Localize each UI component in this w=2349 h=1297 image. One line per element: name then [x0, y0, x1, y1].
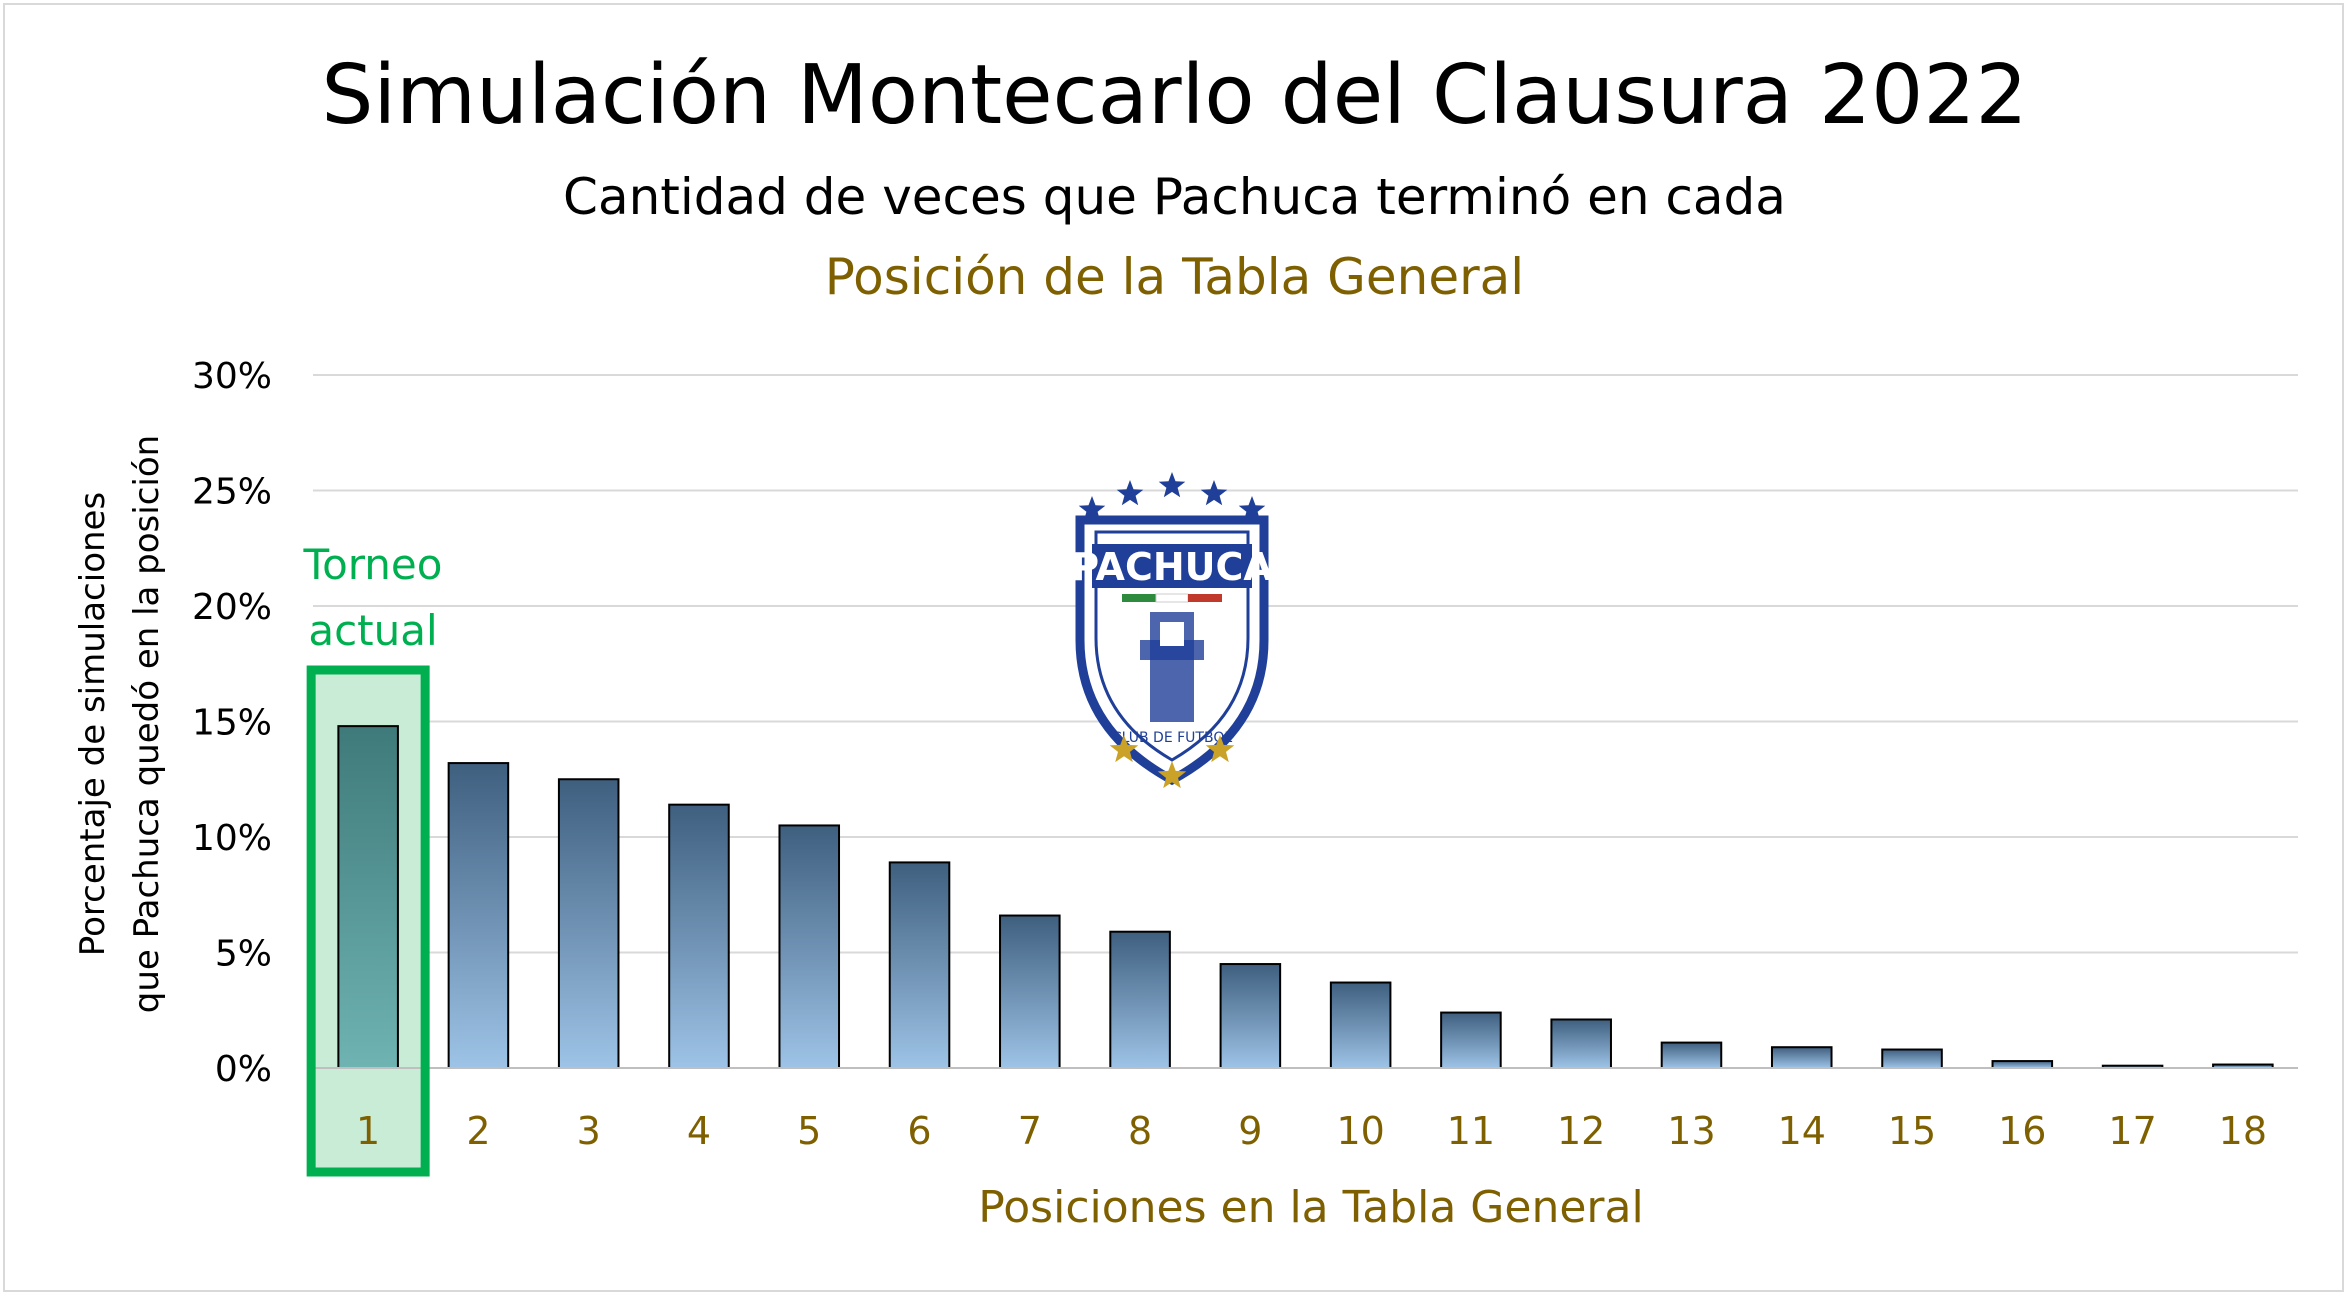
y-tick-label: 25%	[192, 472, 272, 513]
bar-12	[1550, 1018, 1612, 1069]
x-tick-label: 4	[687, 1109, 711, 1153]
x-tick-label: 12	[1557, 1109, 1605, 1153]
x-tick-label: 7	[1018, 1109, 1042, 1153]
x-tick-label: 1	[356, 1109, 380, 1153]
star-icon	[1205, 735, 1235, 763]
bar-2	[447, 762, 510, 1070]
star-icon	[1078, 496, 1106, 522]
star-icon	[1078, 472, 1266, 522]
x-tick-label: 9	[1238, 1109, 1262, 1153]
bar-11	[1440, 1011, 1502, 1069]
bar-4	[668, 803, 730, 1069]
y-tick-label: 15%	[192, 703, 272, 744]
star-icon	[1116, 480, 1144, 506]
star-icon	[1157, 761, 1187, 789]
chart-subtitle-2: Posición de la Tabla General	[824, 248, 1525, 306]
x-tick-label: 10	[1336, 1109, 1384, 1153]
bar-15	[1881, 1048, 1943, 1070]
y-tick-label: 0%	[215, 1049, 272, 1090]
pachuca-logo: PACHUCA CLUB DE FUTBOL	[1071, 472, 1273, 789]
x-tick-label: 13	[1667, 1109, 1715, 1153]
y-tick-label: 10%	[192, 818, 272, 859]
bar-3	[557, 778, 620, 1069]
y-tick-label: 5%	[215, 934, 272, 975]
chart-title: Simulación Montecarlo del Clausura 2022	[321, 48, 2028, 143]
x-tick-label: 15	[1888, 1109, 1936, 1153]
logo-subtext: CLUB DE FUTBOL	[1112, 730, 1232, 746]
bar-14	[1770, 1046, 1833, 1069]
bar-6	[888, 861, 951, 1069]
x-tick-label: 5	[797, 1109, 821, 1153]
x-tick-label: 17	[2108, 1109, 2156, 1153]
bar-1	[337, 725, 399, 1069]
bar-13	[1660, 1041, 1723, 1069]
x-tick-label: 11	[1447, 1109, 1495, 1153]
bar-16	[1991, 1060, 2054, 1069]
y-axis-label-line1: Porcentaje de simulaciones	[73, 492, 113, 956]
star-icon	[1109, 735, 1235, 789]
star-icon	[1158, 472, 1186, 498]
y-tick-label: 30%	[192, 356, 272, 397]
star-icon	[1238, 496, 1266, 522]
bar-5	[778, 824, 841, 1070]
bar-8	[1109, 930, 1171, 1070]
bar-7	[999, 914, 1061, 1069]
bar-9	[1219, 963, 1282, 1069]
annotation-line1: Torneo	[303, 540, 443, 589]
x-tick-label: 14	[1778, 1109, 1826, 1153]
x-axis-label: Posiciones en la Tabla General	[978, 1182, 1643, 1233]
x-tick-label: 16	[1998, 1109, 2046, 1153]
star-icon	[1200, 480, 1228, 506]
bars	[337, 725, 2274, 1070]
annotation-line2: actual	[308, 606, 437, 655]
y-axis-label-line2: que Pachuca quedó en la posición	[127, 435, 167, 1013]
x-axis-ticks: 1 2 3 4 5 6 7 8 9 10 11 12 13 14 15 16 17 18	[356, 1109, 2267, 1153]
y-axis-ticks: 0% 5% 10% 15% 20% 25% 30%	[192, 356, 272, 1090]
x-tick-label: 8	[1128, 1109, 1152, 1153]
x-tick-label: 6	[907, 1109, 931, 1153]
logo-text: PACHUCA	[1071, 545, 1273, 589]
x-tick-label: 2	[466, 1109, 490, 1153]
x-tick-label: 3	[577, 1109, 601, 1153]
grid-lines	[313, 374, 2298, 954]
bar-10	[1329, 981, 1392, 1070]
highlight-box	[306, 665, 430, 1177]
y-tick-label: 20%	[192, 587, 272, 628]
star-icon	[1109, 735, 1139, 763]
x-tick-label: 18	[2219, 1109, 2267, 1153]
chart-subtitle: Cantidad de veces que Pachuca terminó en…	[563, 168, 1786, 226]
